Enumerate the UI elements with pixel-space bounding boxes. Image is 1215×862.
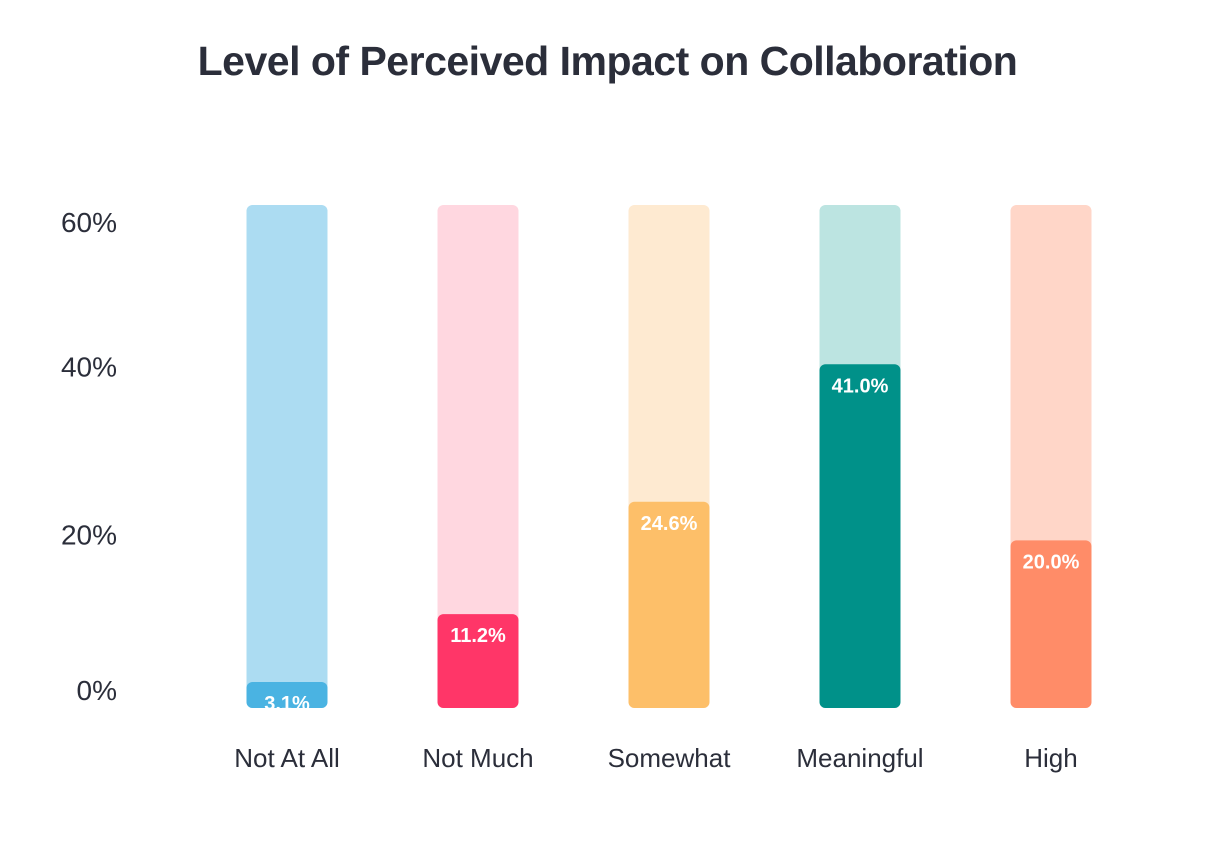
bar (246, 682, 328, 708)
x-tick-label: High (1024, 743, 1077, 773)
x-tick-label: Not At All (234, 743, 340, 773)
bar-track (437, 205, 519, 708)
x-tick-label: Not Much (422, 743, 533, 773)
y-tick-label: 60% (61, 207, 117, 238)
bar (628, 501, 710, 708)
y-axis: 0% 20% 40% 60% (61, 207, 117, 706)
data-label: 24.6% (641, 513, 698, 535)
data-label: 20.0% (1023, 551, 1080, 573)
y-tick-label: 40% (61, 352, 117, 383)
x-tick-label: Meaningful (796, 743, 923, 773)
data-label: 3.1% (264, 693, 310, 715)
y-tick-label: 0% (77, 675, 117, 706)
data-label: 41.0% (832, 375, 889, 397)
y-tick-label: 20% (61, 519, 117, 550)
bar (437, 614, 519, 708)
chart-title: Level of Perceived Impact on Collaborati… (197, 38, 1018, 84)
bar (1010, 540, 1092, 708)
x-axis: Not At All Not Much Somewhat Meaningful High (234, 743, 1077, 773)
bar-track (246, 205, 328, 708)
x-tick-label: Somewhat (608, 743, 732, 773)
bars-group: 3.1% 11.2% 24.6% 41.0% 20.0% (246, 205, 1092, 715)
bar (819, 364, 901, 708)
data-label: 11.2% (450, 625, 506, 647)
